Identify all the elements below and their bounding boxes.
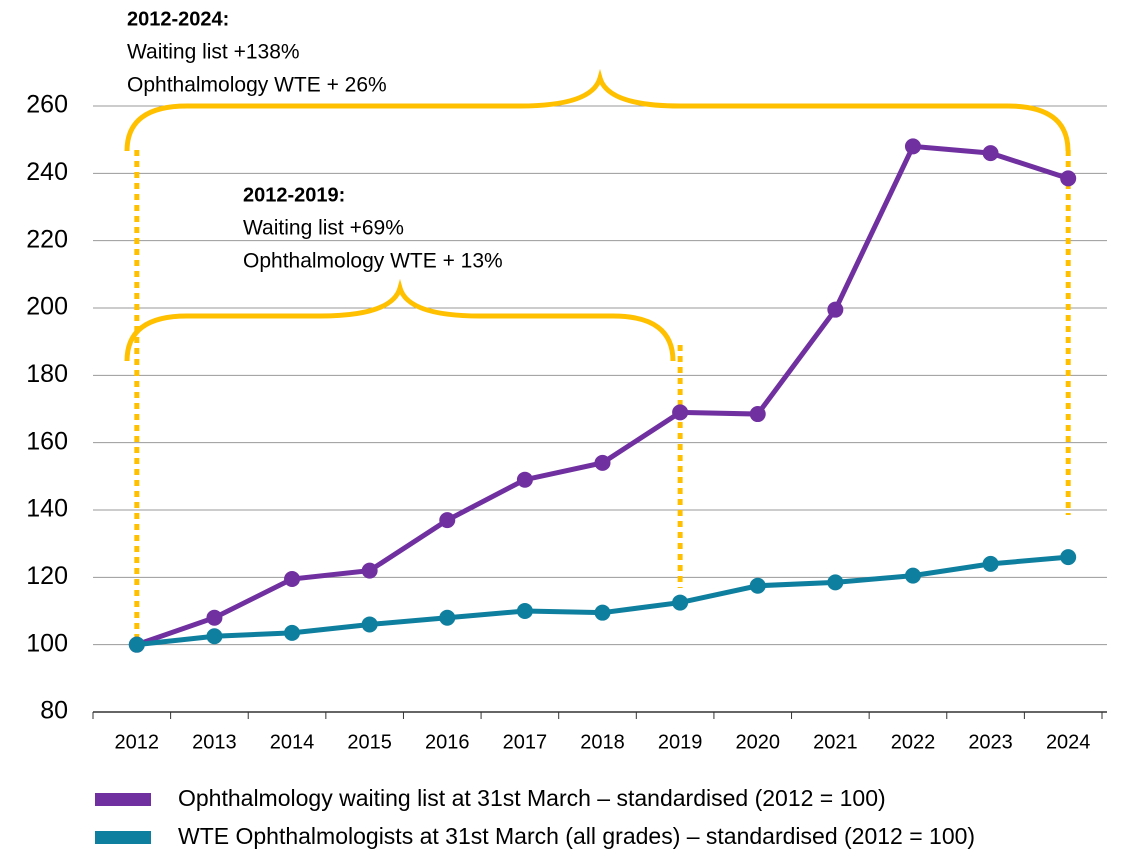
marker xyxy=(361,562,378,579)
marker xyxy=(516,603,533,619)
marker xyxy=(1060,170,1077,187)
x-tick-label: 2016 xyxy=(425,731,470,753)
annotation-text: Ophthalmology WTE + 13% xyxy=(243,250,503,273)
marker xyxy=(672,404,689,421)
marker xyxy=(827,574,844,591)
marker xyxy=(516,471,533,488)
brace xyxy=(124,68,1071,152)
marker xyxy=(749,577,766,594)
marker xyxy=(284,624,301,641)
brace xyxy=(124,278,676,362)
marker xyxy=(982,145,999,162)
annotation-text: Waiting list +138% xyxy=(127,41,300,64)
series-line xyxy=(136,554,1069,648)
marker xyxy=(206,609,223,626)
y-tick-label: 180 xyxy=(26,360,68,388)
x-tick-label: 2013 xyxy=(192,731,237,753)
annotation-title: 2012-2024: xyxy=(127,8,229,30)
y-tick-label: 100 xyxy=(26,629,68,657)
y-tick-label: 140 xyxy=(26,495,68,523)
y-tick-label: 160 xyxy=(26,427,68,455)
marker xyxy=(827,301,844,318)
marker xyxy=(594,604,611,621)
legend-label: Ophthalmology waiting list at 31st March… xyxy=(178,785,886,811)
x-tick-label: 2022 xyxy=(891,731,936,753)
annotation-title: 2012-2019: xyxy=(243,184,345,206)
x-tick-label: 2021 xyxy=(813,731,858,753)
marker xyxy=(439,609,456,626)
y-tick-label: 240 xyxy=(26,158,68,186)
marker xyxy=(284,571,301,588)
annotation-text: Waiting list +69% xyxy=(243,217,404,240)
marker xyxy=(439,512,456,529)
marker xyxy=(1060,549,1077,566)
marker xyxy=(128,636,145,653)
y-tick-label: 220 xyxy=(26,225,68,253)
y-tick-label: 120 xyxy=(26,562,68,590)
legend-label: WTE Ophthalmologists at 31st March (all … xyxy=(178,823,975,849)
x-tick-label: 2018 xyxy=(580,731,625,753)
x-tick-label: 2023 xyxy=(968,731,1013,753)
marker xyxy=(672,594,689,611)
legend-swatch xyxy=(95,793,151,806)
marker xyxy=(206,628,223,645)
marker xyxy=(594,454,611,471)
y-tick-label: 260 xyxy=(26,91,68,119)
marker xyxy=(904,567,921,584)
marker xyxy=(904,138,921,155)
x-tick-label: 2019 xyxy=(658,731,703,753)
legend-swatch xyxy=(95,831,151,844)
x-tick-label: 2015 xyxy=(347,731,392,753)
x-tick-label: 2020 xyxy=(735,731,780,753)
y-tick-label: 200 xyxy=(26,293,68,321)
marker xyxy=(749,406,766,423)
y-tick-label: 80 xyxy=(40,697,68,725)
annotation-text: Ophthalmology WTE + 26% xyxy=(127,74,387,97)
x-tick-label: 2017 xyxy=(503,731,548,753)
x-tick-label: 2024 xyxy=(1046,731,1091,753)
marker xyxy=(361,616,378,633)
x-tick-label: 2014 xyxy=(270,731,315,753)
x-tick-label: 2012 xyxy=(115,731,160,753)
marker xyxy=(982,555,999,572)
